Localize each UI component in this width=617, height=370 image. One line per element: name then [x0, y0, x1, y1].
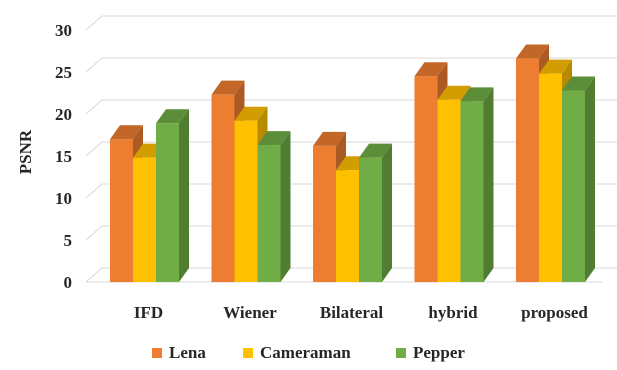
- legend-swatch: [152, 348, 162, 358]
- bar-top-face: [359, 143, 392, 158]
- bar-top-face: [414, 62, 448, 77]
- y-tick-label: 0: [64, 273, 73, 292]
- gridline-side: [85, 57, 103, 73]
- bar-top-face: [313, 131, 346, 146]
- y-axis-label: PSNR: [16, 129, 35, 174]
- y-tick-label: 25: [55, 63, 72, 82]
- legend-item-lena: Lena: [152, 343, 206, 362]
- legend-item-pepper: Pepper: [396, 343, 465, 362]
- y-tick-label: 15: [55, 147, 72, 166]
- bar-top-face: [460, 87, 494, 102]
- bar-side-face: [585, 76, 595, 282]
- x-category-label: Wiener: [223, 303, 277, 322]
- bar-proposed-pepper: [562, 76, 595, 282]
- y-tick-label: 10: [55, 189, 72, 208]
- x-category-label: Bilateral: [320, 303, 384, 322]
- x-category-labels: IFD Wiener Bilateral hybrid proposed: [134, 303, 589, 322]
- bar-top-face: [257, 131, 291, 146]
- bar-side-face: [483, 87, 494, 283]
- bar-ifd-pepper: [156, 109, 189, 283]
- bar-top-face: [110, 125, 143, 140]
- bar-bilateral-pepper: [359, 143, 392, 282]
- bars: [110, 44, 595, 283]
- legend-label: Pepper: [413, 343, 465, 362]
- legend: Lena Cameraman Pepper: [152, 343, 465, 362]
- gridline-side: [85, 183, 103, 199]
- bar-side-face: [280, 131, 291, 282]
- bar-top-face: [539, 59, 572, 74]
- x-category-label: hybrid: [428, 303, 478, 322]
- legend-swatch: [396, 348, 406, 358]
- bar-hybrid-pepper: [460, 87, 494, 283]
- bar-top-face: [516, 44, 549, 59]
- bar-front-face: [257, 145, 281, 282]
- bar-front-face: [110, 139, 133, 282]
- bar-wiener-pepper: [257, 131, 291, 282]
- bar-front-face: [562, 90, 585, 282]
- bar-side-face: [382, 143, 392, 282]
- bar-front-face: [234, 120, 258, 282]
- bar-front-face: [156, 123, 179, 283]
- bar-front-face: [539, 73, 562, 283]
- bar-top-face: [234, 106, 268, 121]
- bar-front-face: [336, 170, 359, 282]
- bar-front-face: [414, 76, 438, 282]
- bar-front-face: [313, 145, 336, 282]
- legend-item-cameraman: Cameraman: [243, 343, 351, 362]
- gridline-side: [85, 15, 103, 31]
- gridline-side: [85, 141, 103, 157]
- bar-front-face: [460, 101, 484, 283]
- bar-front-face: [133, 157, 156, 282]
- bar-top-face: [437, 85, 471, 100]
- y-tick-label: 30: [55, 21, 72, 40]
- legend-label: Lena: [169, 343, 206, 362]
- y-tick-labels: 0 5 10 15 20 25 30: [55, 21, 72, 292]
- gridline-side: [85, 99, 103, 115]
- bar-front-face: [211, 94, 235, 283]
- floor-side-line: [85, 267, 103, 283]
- bar-top-face: [562, 76, 595, 91]
- gridline-side: [85, 225, 103, 241]
- bar-front-face: [516, 58, 539, 283]
- x-category-label: proposed: [521, 303, 588, 322]
- x-category-label: IFD: [134, 303, 163, 322]
- bar-top-face: [156, 109, 189, 124]
- legend-label: Cameraman: [260, 343, 351, 362]
- y-tick-label: 5: [64, 231, 73, 250]
- y-tick-label: 20: [55, 105, 72, 124]
- bar-top-face: [211, 80, 245, 95]
- bar-front-face: [359, 157, 382, 282]
- bar-front-face: [437, 99, 461, 282]
- bar-side-face: [179, 109, 189, 283]
- legend-swatch: [243, 348, 253, 358]
